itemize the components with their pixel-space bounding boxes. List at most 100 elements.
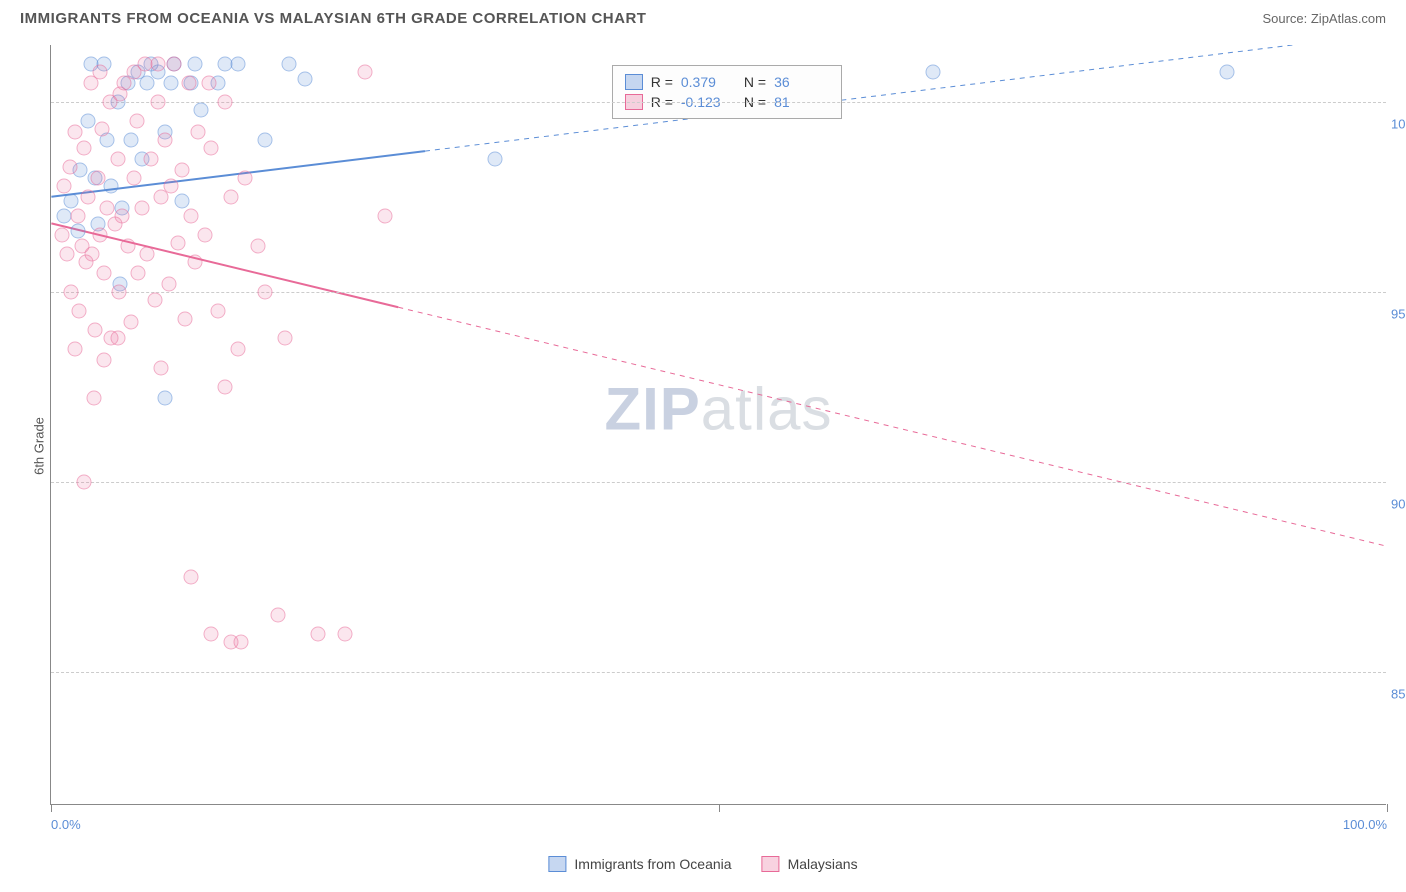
data-point: [114, 209, 129, 224]
data-point: [104, 178, 119, 193]
data-point: [110, 330, 125, 345]
data-point: [204, 627, 219, 642]
data-point: [184, 570, 199, 585]
watermark-bold: ZIP: [604, 376, 700, 443]
data-point: [90, 171, 105, 186]
data-point: [190, 125, 205, 140]
legend-item-oceania: Immigrants from Oceania: [548, 856, 731, 872]
data-point: [129, 114, 144, 129]
data-point: [124, 133, 139, 148]
data-point: [70, 209, 85, 224]
y-tick-label: 95.0%: [1391, 307, 1406, 322]
data-point: [97, 353, 112, 368]
x-tick-label: 0.0%: [51, 817, 81, 832]
stat-r-value: 0.379: [681, 74, 736, 90]
data-point: [157, 391, 172, 406]
y-tick-label: 85.0%: [1391, 687, 1406, 702]
data-point: [211, 304, 226, 319]
gridline: [51, 672, 1386, 673]
data-point: [81, 190, 96, 205]
data-point: [64, 193, 79, 208]
data-point: [311, 627, 326, 642]
gridline: [51, 102, 1386, 103]
data-point: [170, 235, 185, 250]
data-point: [277, 330, 292, 345]
data-point: [140, 76, 155, 91]
watermark: ZIPatlas: [604, 375, 832, 444]
data-point: [77, 475, 92, 490]
data-point: [72, 304, 87, 319]
data-point: [60, 247, 75, 262]
data-point: [378, 209, 393, 224]
data-point: [166, 57, 181, 72]
stat-n-value: 36: [774, 74, 829, 90]
data-point: [188, 57, 203, 72]
data-point: [224, 190, 239, 205]
data-point: [97, 266, 112, 281]
source-attribution: Source: ZipAtlas.com: [1262, 11, 1386, 26]
data-point: [62, 159, 77, 174]
data-point: [174, 163, 189, 178]
correlation-stats-box: R =0.379N =36R =-0.123N =81: [612, 65, 842, 119]
data-point: [161, 277, 176, 292]
data-point: [177, 311, 192, 326]
y-tick-label: 90.0%: [1391, 497, 1406, 512]
trend-lines: [51, 45, 1386, 804]
legend-swatch-icon: [762, 856, 780, 872]
data-point: [181, 76, 196, 91]
data-point: [93, 228, 108, 243]
data-point: [124, 315, 139, 330]
data-point: [281, 57, 296, 72]
legend: Immigrants from Oceania Malaysians: [548, 856, 857, 872]
stats-row: R = 0.379 N = 36: [625, 72, 829, 92]
data-point: [153, 190, 168, 205]
data-point: [113, 87, 128, 102]
data-point: [110, 152, 125, 167]
data-point: [70, 224, 85, 239]
data-point: [164, 76, 179, 91]
data-point: [153, 361, 168, 376]
data-point: [217, 380, 232, 395]
data-point: [68, 342, 83, 357]
scatter-chart: ZIPatlas R =0.379N =36R =-0.123N =81 85.…: [50, 45, 1386, 805]
y-tick-label: 100.0%: [1391, 117, 1406, 132]
data-point: [68, 125, 83, 140]
data-point: [126, 64, 141, 79]
data-point: [94, 121, 109, 136]
data-point: [64, 285, 79, 300]
data-point: [925, 64, 940, 79]
gridline: [51, 292, 1386, 293]
gridline: [51, 482, 1386, 483]
stats-swatch-icon: [625, 74, 643, 90]
data-point: [188, 254, 203, 269]
data-point: [251, 239, 266, 254]
data-point: [134, 201, 149, 216]
data-point: [57, 178, 72, 193]
data-point: [217, 95, 232, 110]
data-point: [121, 239, 136, 254]
data-point: [237, 171, 252, 186]
y-axis-label: 6th Grade: [31, 417, 46, 475]
source-name: ZipAtlas.com: [1311, 11, 1386, 26]
x-tick: [719, 804, 720, 812]
data-point: [144, 152, 159, 167]
data-point: [100, 201, 115, 216]
data-point: [201, 76, 216, 91]
data-point: [231, 57, 246, 72]
x-tick: [51, 804, 52, 812]
data-point: [126, 171, 141, 186]
data-point: [297, 72, 312, 87]
stat-n-label: N =: [744, 74, 766, 90]
data-point: [54, 228, 69, 243]
chart-header: IMMIGRANTS FROM OCEANIA VS MALAYSIAN 6TH…: [0, 0, 1406, 32]
data-point: [337, 627, 352, 642]
data-point: [86, 391, 101, 406]
stat-r-label: R =: [651, 74, 673, 90]
data-point: [112, 285, 127, 300]
chart-title: IMMIGRANTS FROM OCEANIA VS MALAYSIAN 6TH…: [20, 10, 646, 27]
data-point: [174, 193, 189, 208]
legend-label: Malaysians: [788, 856, 858, 872]
source-prefix: Source:: [1262, 11, 1310, 26]
data-point: [231, 342, 246, 357]
data-point: [77, 140, 92, 155]
